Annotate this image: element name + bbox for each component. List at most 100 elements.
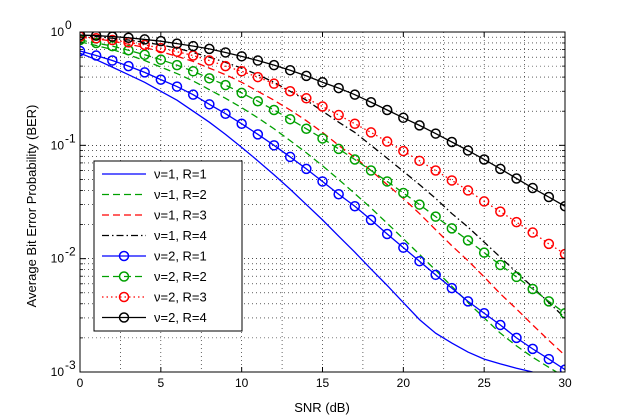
x-tick-label: 25 [477,376,491,390]
data-point [398,187,409,199]
data-point [268,104,280,116]
data-point [236,51,247,62]
data-point [204,73,215,84]
data-point [139,49,150,60]
data-point [365,127,377,138]
data-point [90,32,102,41]
legend-label: ν=1, R=1 [154,167,207,182]
data-point [446,223,458,234]
series-7 [80,32,565,260]
data-point [187,66,199,77]
legend-label: ν=1, R=3 [154,208,207,223]
legend-label: ν=1, R=4 [154,228,207,243]
series-line [80,35,565,255]
legend-label: ν=2, R=3 [154,290,207,305]
data-point [252,95,264,107]
data-point [349,201,361,212]
data-point [462,235,474,246]
data-point [495,206,506,217]
data-point [462,145,474,156]
legend-marker-sample [118,291,130,303]
series-3 [80,36,565,356]
data-point [414,255,425,267]
x-tick-label: 10 [235,376,249,390]
data-point [430,128,441,139]
data-point [527,227,538,238]
data-point [220,108,231,119]
x-tick-label: 15 [316,376,330,390]
series-line [80,39,565,314]
data-point [301,163,312,175]
data-point [333,82,344,94]
data-point [317,77,328,88]
data-point [284,151,296,163]
data-point [559,201,565,212]
data-point [446,175,458,186]
data-point [430,165,441,176]
data-point [204,43,215,55]
data-point [527,283,538,295]
data-point [511,332,522,344]
data-point [333,143,344,155]
data-point [495,163,506,175]
data-point [414,120,425,131]
data-point [220,47,231,58]
data-point [155,74,167,85]
data-point [333,109,344,121]
data-point [398,112,409,124]
data-point [478,196,490,207]
data-point [381,228,393,240]
data-point [139,67,150,78]
data-point [301,123,312,135]
x-tick-label: 5 [157,376,164,390]
data-point [268,59,280,71]
data-point [495,259,506,271]
legend-label: ν=2, R=4 [154,310,207,325]
data-point [236,87,247,99]
y-tick-label: 10 [51,25,65,39]
legend-label: ν=2, R=2 [154,269,207,284]
legend-label: ν=2, R=1 [154,249,207,264]
data-point [284,113,296,125]
data-point [284,64,296,76]
data-point [301,70,312,82]
data-point [398,145,409,157]
data-point [90,50,102,61]
data-point [511,216,522,228]
legend-marker-sample [118,271,130,282]
data-point [398,242,409,253]
data-point [478,307,490,319]
data-point [155,42,167,54]
data-point [462,296,474,307]
data-point [236,66,247,77]
x-tick-label: 0 [77,376,84,390]
data-point [559,307,565,319]
data-point [90,37,102,49]
data-point [252,55,264,66]
y-tick-label: 10 [51,365,65,379]
series-line [80,50,565,371]
data-point [333,189,344,200]
y-tick-label: 10 [51,138,65,152]
data-point [139,39,150,51]
data-point [187,40,199,52]
data-point [543,296,555,307]
data-point [171,38,183,49]
data-point [349,154,361,165]
legend: ν=1, R=1 ν=1, R=2 ν=1, R=3 ν=1, R=4 ν=2, R=1… [93,160,243,332]
data-point [543,353,555,365]
legend-marker-sample [118,250,130,262]
series-8 [80,32,565,212]
data-point [349,118,361,130]
data-point [511,271,522,283]
data-point [317,101,328,112]
series-1 [80,52,537,372]
data-point [236,118,247,130]
data-point [349,89,361,100]
y-tick-label: 10 [51,252,65,266]
series-line [80,34,565,207]
series-line [80,36,565,356]
data-point [543,191,555,203]
legend-marker-sample [118,312,130,323]
